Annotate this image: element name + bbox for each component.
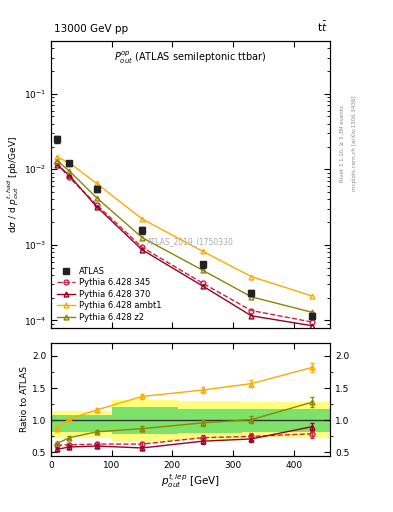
Text: mcplots.cern.ch [arXiv:1306.3436]: mcplots.cern.ch [arXiv:1306.3436] [352,96,357,191]
Text: ATLAS_2019_I1750330: ATLAS_2019_I1750330 [147,237,234,246]
Y-axis label: d$\sigma$ / d $p_{out}^{t,had}$ [pb/GeV]: d$\sigma$ / d $p_{out}^{t,had}$ [pb/GeV] [6,136,21,233]
Text: 13000 GeV pp: 13000 GeV pp [54,24,128,34]
Y-axis label: Ratio to ATLAS: Ratio to ATLAS [20,367,29,432]
Text: Rivet 3.1.10, ≥ 3.3M events: Rivet 3.1.10, ≥ 3.3M events [340,105,345,182]
X-axis label: $p_{out}^{t,lep}$ [GeV]: $p_{out}^{t,lep}$ [GeV] [161,472,220,490]
Text: t$\bar{t}$: t$\bar{t}$ [317,19,327,34]
Legend: ATLAS, Pythia 6.428 345, Pythia 6.428 370, Pythia 6.428 ambt1, Pythia 6.428 z2: ATLAS, Pythia 6.428 345, Pythia 6.428 37… [55,265,163,324]
Text: $P_{out}^{op}$ (ATLAS semileptonic ttbar): $P_{out}^{op}$ (ATLAS semileptonic ttbar… [114,50,267,66]
